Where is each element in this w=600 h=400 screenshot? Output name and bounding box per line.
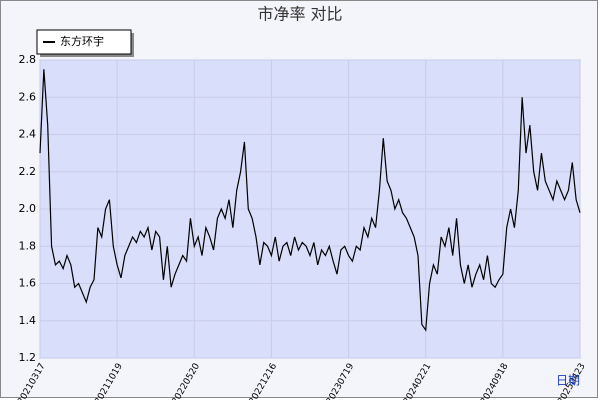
y-tick-label: 1.6 (19, 277, 37, 290)
x-axis-label: 日期 (556, 374, 580, 388)
y-tick-label: 2.8 (19, 53, 37, 66)
y-tick-label: 2.0 (19, 202, 37, 215)
legend-label: 东方环宇 (60, 34, 104, 48)
chart-title: 市净率 对比 (257, 5, 342, 24)
y-tick-label: 1.8 (19, 239, 37, 252)
y-tick-label: 2.2 (19, 165, 37, 178)
data-line (39, 69, 581, 332)
legend: 东方环宇 (36, 29, 134, 57)
y-tick-label: 2.4 (19, 128, 37, 141)
y-tick-label: 2.6 (19, 90, 37, 103)
y-tick-label: 1.4 (19, 314, 37, 327)
y-tick-label: 1.2 (19, 351, 37, 364)
